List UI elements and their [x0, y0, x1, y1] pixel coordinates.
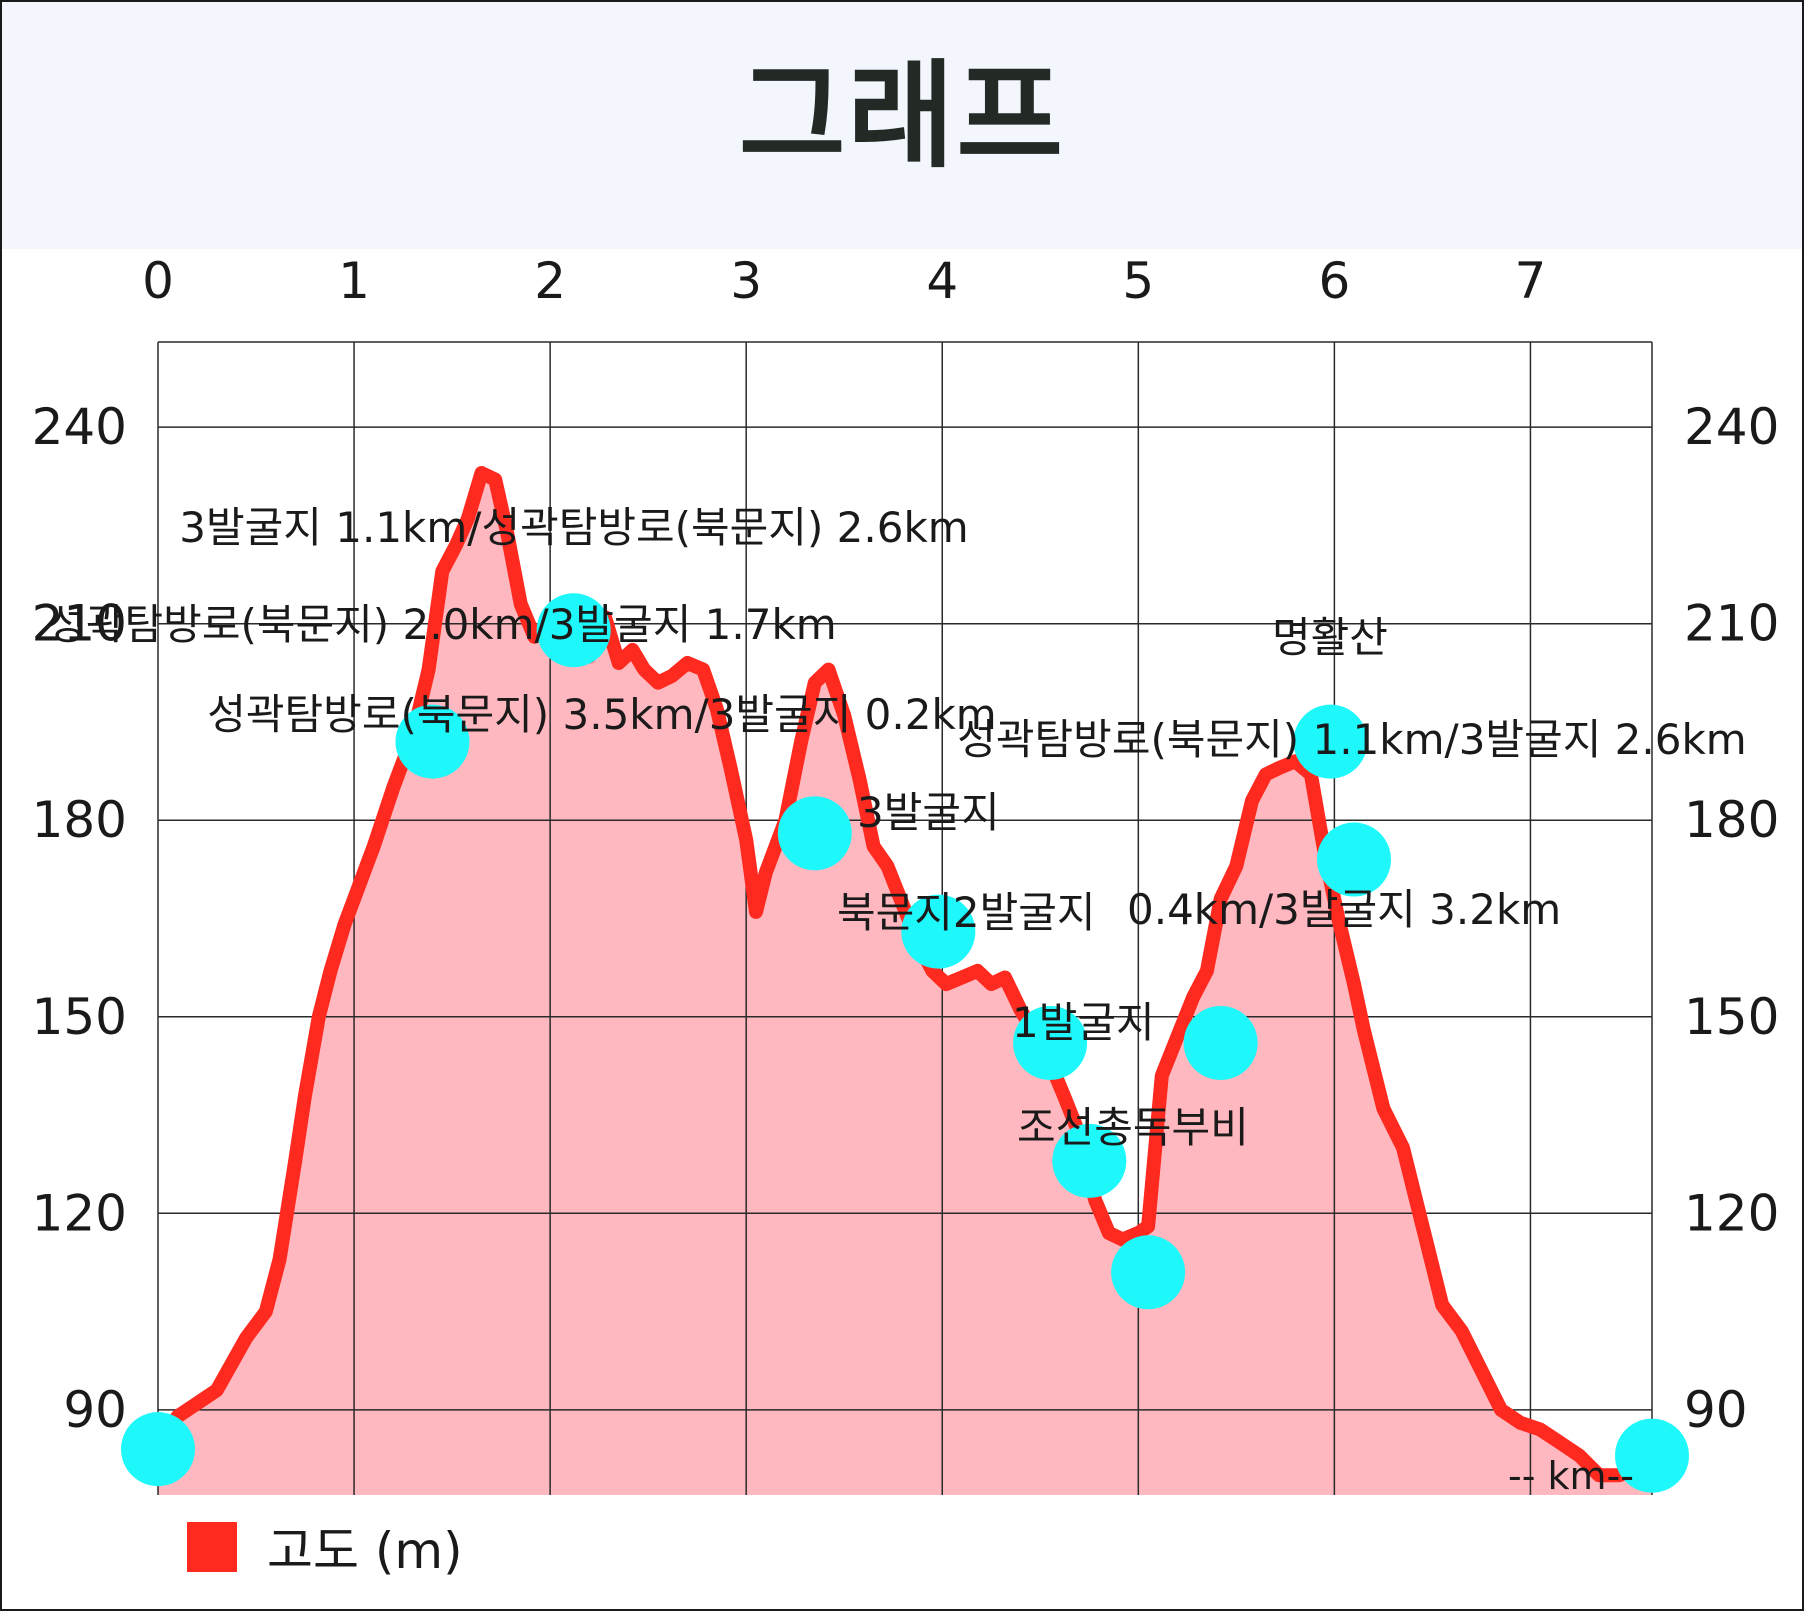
waypoint-marker: [1293, 704, 1368, 779]
y-tick-label-right: 180: [1684, 791, 1779, 849]
x-tick-label: 2: [534, 252, 566, 310]
waypoint-marker: [1183, 1005, 1258, 1080]
waypoint-marker: [777, 796, 852, 871]
waypoint-marker: [536, 593, 611, 668]
waypoint-label: 3발굴지: [857, 788, 1000, 837]
elevation-area: [158, 473, 1652, 1495]
waypoint-marker: [901, 894, 976, 969]
y-tick-label-right: 240: [1684, 398, 1779, 456]
waypoint-marker: [121, 1412, 195, 1487]
x-axis-label: -- km--: [1508, 1454, 1634, 1498]
x-tick-label: 6: [1318, 252, 1350, 310]
annotation-label: 성곽탐방로(북문지) 1.1km/3발굴지 2.6km: [957, 715, 1746, 764]
x-tick-label: 5: [1122, 252, 1154, 310]
x-tick-label: 4: [926, 252, 958, 310]
elevation-chart: 0 1 2 3 4 5 6 7 90 90 120 120 150 150 180 180 210 210 240 2…: [32, 252, 1780, 1498]
waypoint-label: 1발굴지: [1012, 998, 1155, 1047]
x-tick-label: 1: [338, 252, 370, 310]
waypoint-label: 성곽탐방로(북문지) 3.5km/3발굴지 0.2km: [207, 690, 996, 739]
legend: 고도 (m): [187, 1517, 463, 1580]
annotation-label: 3발굴지 1.1km/성곽탐방로(북문지) 2.6km: [179, 503, 968, 552]
waypoint-marker: [1316, 822, 1391, 897]
y-tick-label-left: 240: [32, 398, 127, 456]
page-title: 그래프: [738, 49, 1066, 184]
legend-swatch: [187, 1522, 237, 1572]
y-tick-label-left: 180: [32, 791, 127, 849]
y-tick-label-right: 150: [1684, 988, 1779, 1046]
legend-label: 고도 (m): [267, 1522, 463, 1580]
waypoint-marker: [1013, 1005, 1088, 1080]
waypoint-marker: [395, 704, 470, 779]
y-tick-label-left: 210: [32, 595, 127, 653]
y-tick-label-left: 120: [32, 1184, 127, 1242]
header-bar: 그래프: [2, 2, 1802, 249]
x-tick-label: 7: [1515, 252, 1547, 310]
x-tick-label: 0: [142, 252, 174, 310]
waypoint-label: 조선총독부비: [1017, 1103, 1249, 1152]
waypoint-marker: [1615, 1418, 1689, 1493]
waypoint-label: 명활산: [1272, 613, 1388, 662]
elevation-line: [151, 466, 1659, 1483]
waypoint-marker: [1111, 1235, 1186, 1310]
y-tick-label-left: 150: [32, 988, 127, 1046]
y-tick-label-right: 90: [1684, 1381, 1748, 1439]
waypoint-label: 성곽탐방로(북문지) 2.0km/3발굴지 1.7km: [47, 600, 836, 649]
y-tick-label-right: 210: [1684, 595, 1779, 653]
annotation-label: 0.4km/3발굴지 3.2km: [1127, 885, 1561, 934]
y-tick-label-left: 90: [63, 1381, 127, 1439]
waypoint-marker: [1052, 1123, 1127, 1198]
x-tick-label: 3: [730, 252, 762, 310]
waypoint-label: 북문지2발굴지: [837, 888, 1096, 937]
y-tick-label-right: 120: [1684, 1184, 1779, 1242]
